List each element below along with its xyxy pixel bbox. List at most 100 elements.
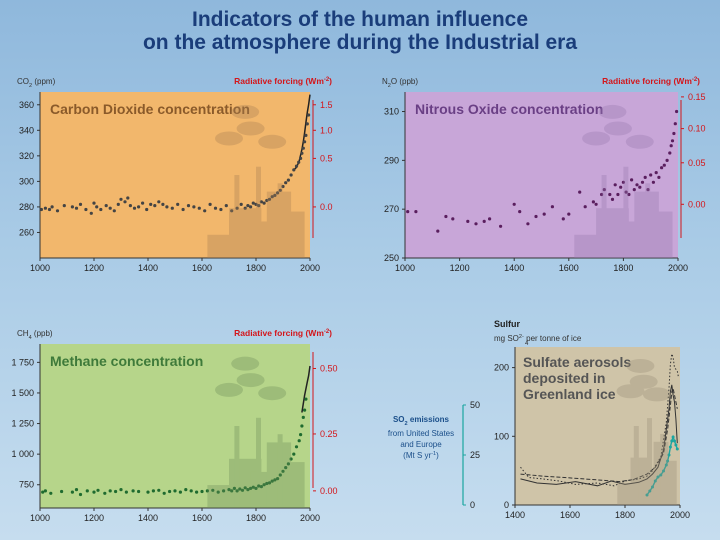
n2o-data-point — [488, 217, 492, 221]
co2-data-point — [304, 133, 308, 137]
n2o-data-point — [627, 192, 631, 197]
n2o-data-point — [649, 173, 653, 177]
so2-data-point — [667, 453, 671, 457]
sulfur-series-0 — [520, 384, 678, 487]
n2o-data-point — [512, 202, 516, 206]
n2o-data-point — [444, 214, 448, 219]
ch4-data-point — [78, 492, 83, 497]
co2-data-point — [119, 197, 123, 201]
co2-y-tick-label: 340 — [19, 125, 34, 135]
co2-data-point — [303, 140, 307, 144]
ch4-data-point — [103, 491, 107, 495]
co2-data-point — [43, 206, 48, 210]
ch4-data-point — [200, 489, 204, 494]
co2-data-point — [62, 204, 66, 208]
industrial-silhouette — [207, 356, 305, 508]
ch4-forcing-axis-label: Radiative forcing (Wm-2) — [234, 328, 332, 338]
n2o-data-point — [635, 183, 639, 187]
n2o-data-point — [654, 171, 658, 175]
n2o-data-point — [474, 222, 478, 226]
ch4-plot-area — [40, 344, 310, 508]
so2-data-point — [675, 447, 679, 451]
n2o-chart: 1000 1200 1400 1600 1800 2000 250 270 290 310 0.15… — [382, 76, 706, 273]
ch4-data-point — [297, 439, 301, 443]
ch4-y-tick-label: 1 250 — [11, 419, 34, 429]
n2o-data-point — [466, 219, 470, 223]
ch4-data-point — [257, 484, 261, 488]
co2-panel-title: Carbon Dioxide concentration — [50, 101, 250, 117]
n2o-data-point — [542, 212, 546, 216]
co2-data-point — [126, 196, 130, 200]
co2-data-point — [251, 201, 255, 205]
ch4-data-point — [151, 489, 155, 493]
n2o-data-point — [624, 190, 628, 194]
ch4-y-axis-label: CH4 (ppb) — [17, 329, 53, 341]
co2-data-point — [259, 200, 263, 204]
co2-data-point — [176, 202, 180, 206]
ch4-forcing-tick-label: 0.00 — [320, 486, 338, 496]
co2-x-tick-label: 1400 — [138, 263, 158, 273]
ch4-data-point — [85, 489, 89, 493]
ch4-y-tick-label: 1 500 — [11, 388, 34, 398]
n2o-panel-title: Nitrous Oxide concentration — [415, 101, 603, 117]
ch4-data-point — [238, 487, 242, 491]
co2-x-tick-label: 1600 — [192, 263, 212, 273]
n2o-y-tick-label: 250 — [384, 253, 399, 263]
ch4-data-point — [265, 481, 269, 486]
co2-chart: 1000 1200 1400 1600 1800 2000 260 280 300 320 340 3… — [17, 76, 333, 273]
co2-data-point — [301, 146, 305, 150]
co2-data-point — [292, 168, 296, 172]
ch4-data-point — [251, 485, 255, 489]
sulfur-series-3 — [646, 434, 678, 496]
so2-data-point — [662, 469, 665, 473]
so2-data-point — [648, 489, 652, 493]
co2-data-point — [235, 206, 239, 210]
n2o-data-point — [657, 175, 661, 179]
ch4-data-point — [246, 488, 250, 492]
so2-data-point — [651, 485, 654, 489]
ch4-data-point — [178, 490, 182, 494]
sulfur-y-tick-label: 0 — [504, 500, 509, 510]
ch4-forcing-tick-label: 0.50 — [320, 363, 338, 373]
co2-data-point — [246, 204, 250, 208]
ch4-data-point — [270, 479, 274, 483]
co2-y-tick-label: 300 — [19, 176, 34, 186]
ch4-data-point — [41, 490, 45, 494]
co2-data-point — [123, 200, 127, 204]
ch4-data-point — [195, 490, 199, 494]
co2-data-point — [108, 206, 112, 210]
n2o-data-point — [610, 197, 615, 201]
n2o-data-point — [668, 151, 672, 155]
co2-data-point — [137, 205, 141, 209]
co2-data-point — [186, 204, 191, 208]
so2-data-point — [664, 463, 668, 467]
co2-forcing-tick-label: 1.5 — [320, 100, 333, 110]
co2-data-point — [281, 184, 285, 189]
n2o-data-point — [567, 212, 571, 216]
co2-data-point — [213, 206, 218, 210]
ch4-data-point — [254, 486, 258, 490]
co2-data-point — [254, 202, 258, 206]
n2o-data-point — [561, 217, 565, 221]
ch4-x-tick-label: 1800 — [246, 513, 266, 523]
co2-y-tick-label: 260 — [19, 227, 34, 237]
ch4-data-point — [146, 490, 150, 494]
n2o-x-tick-label: 1400 — [504, 263, 524, 273]
n2o-forcing-tick-label: 0.10 — [688, 124, 706, 134]
n2o-data-point — [630, 178, 634, 182]
n2o-data-point — [414, 210, 418, 214]
ch4-data-point — [299, 433, 303, 437]
ch4-data-point — [74, 488, 79, 492]
ch4-trend-line — [301, 365, 311, 413]
ch4-data-point — [289, 457, 293, 461]
n2o-data-point — [451, 217, 455, 221]
ch4-data-point — [49, 491, 53, 495]
n2o-data-point — [578, 190, 582, 194]
co2-data-point — [112, 209, 116, 213]
ch4-data-point — [300, 424, 304, 428]
industrial-silhouette — [207, 104, 305, 258]
n2o-data-point — [672, 131, 676, 136]
co2-data-point — [47, 207, 52, 212]
